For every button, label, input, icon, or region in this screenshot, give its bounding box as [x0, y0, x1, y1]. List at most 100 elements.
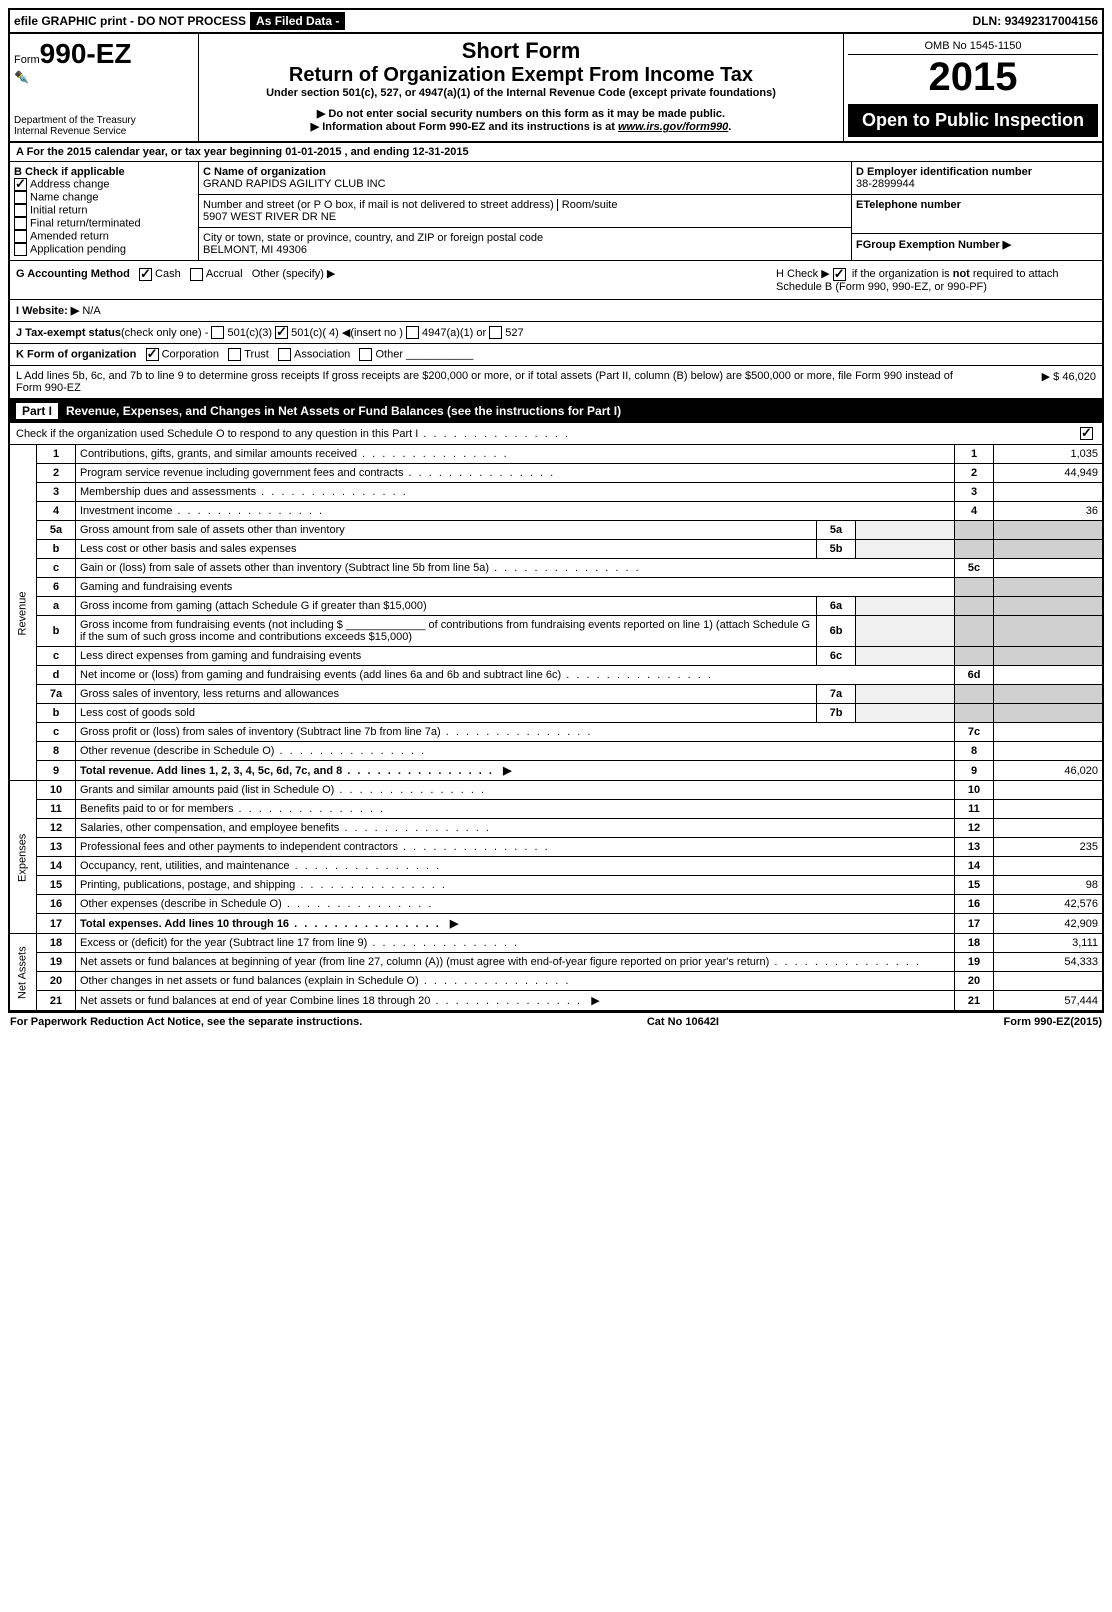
other-checkbox[interactable] — [359, 348, 372, 361]
table-row: bLess cost or other basis and sales expe… — [9, 540, 1103, 559]
line-num: 13 — [37, 838, 76, 857]
line-ref: 14 — [955, 857, 994, 876]
table-row: 14Occupancy, rent, utilities, and mainte… — [9, 857, 1103, 876]
city: BELMONT, MI 49306 — [203, 244, 847, 256]
phone-cell: ETelephone number — [852, 195, 1102, 234]
line-amount — [994, 742, 1104, 761]
checkbox-row: Final return/terminated — [14, 217, 194, 230]
table-row: cLess direct expenses from gaming and fu… — [9, 647, 1103, 666]
efile-text: efile GRAPHIC print - DO NOT PROCESS — [14, 14, 246, 28]
line-amount: 44,949 — [994, 464, 1104, 483]
mid-label: 5a — [817, 521, 856, 540]
mid-amount — [856, 616, 955, 647]
line-num: 4 — [37, 502, 76, 521]
line-desc: Investment income — [76, 502, 955, 521]
mid-label: 6b — [817, 616, 856, 647]
b-checkbox-2[interactable] — [14, 204, 27, 217]
form-label: Form — [14, 54, 40, 66]
line-num: 12 — [37, 819, 76, 838]
corp-checkbox[interactable] — [146, 348, 159, 361]
open-public: Open to Public Inspection — [848, 104, 1098, 137]
line-amount: 54,333 — [994, 953, 1104, 972]
line-ref: 17 — [955, 914, 994, 934]
line-num: b — [37, 616, 76, 647]
line-ref: 13 — [955, 838, 994, 857]
line-num: 21 — [37, 991, 76, 1011]
line-ref: 19 — [955, 953, 994, 972]
website-row: I Website: ▶ N/A — [8, 300, 1104, 322]
line-desc: Contributions, gifts, grants, and simila… — [76, 445, 955, 464]
h-checkbox[interactable] — [833, 268, 846, 281]
line-desc: Grants and similar amounts paid (list in… — [76, 781, 955, 800]
table-row: 16Other expenses (describe in Schedule O… — [9, 895, 1103, 914]
b-checkbox-5[interactable] — [14, 243, 27, 256]
part1-header: Part I Revenue, Expenses, and Changes in… — [8, 399, 1104, 423]
mid-amount — [856, 647, 955, 666]
line-amount — [994, 483, 1104, 502]
line-ref: 7c — [955, 723, 994, 742]
line-amount: 57,444 — [994, 991, 1104, 1011]
mid-amount — [856, 521, 955, 540]
col-d: D Employer identification number 38-2899… — [852, 162, 1102, 260]
cash-checkbox[interactable] — [139, 268, 152, 281]
table-row: 15Printing, publications, postage, and s… — [9, 876, 1103, 895]
header-left: Form990-EZ ✒️ Department of the Treasury… — [10, 34, 199, 141]
accrual-checkbox[interactable] — [190, 268, 203, 281]
line-desc: Gross profit or (loss) from sales of inv… — [76, 723, 955, 742]
line-amount — [994, 723, 1104, 742]
table-row: cGross profit or (loss) from sales of in… — [9, 723, 1103, 742]
table-row: 19Net assets or fund balances at beginni… — [9, 953, 1103, 972]
under-section: Under section 501(c), 527, or 4947(a)(1)… — [203, 87, 839, 99]
checkbox-row: Address change — [14, 178, 194, 191]
table-row: 12Salaries, other compensation, and empl… — [9, 819, 1103, 838]
line-amount: 98 — [994, 876, 1104, 895]
line-amount: 235 — [994, 838, 1104, 857]
mid-amount — [856, 540, 955, 559]
b-checkbox-1[interactable] — [14, 191, 27, 204]
irs-link[interactable]: www.irs.gov/form990 — [618, 121, 728, 133]
row-a: A For the 2015 calendar year, or tax yea… — [8, 143, 1104, 162]
line-ref: 20 — [955, 972, 994, 991]
line-desc: Net assets or fund balances at beginning… — [76, 953, 955, 972]
line-num: 11 — [37, 800, 76, 819]
b-checkbox-3[interactable] — [14, 217, 27, 230]
table-row: Net Assets18Excess or (deficit) for the … — [9, 934, 1103, 953]
mid-label: 7b — [817, 704, 856, 723]
line-desc: Total expenses. Add lines 10 through 16 … — [76, 914, 955, 934]
city-cell: City or town, state or province, country… — [199, 228, 851, 260]
assoc-checkbox[interactable] — [278, 348, 291, 361]
line-ref: 21 — [955, 991, 994, 1011]
line-desc: Net assets or fund balances at end of ye… — [76, 991, 955, 1011]
501c3-checkbox[interactable] — [211, 326, 224, 339]
line-num: d — [37, 666, 76, 685]
line-amount — [994, 781, 1104, 800]
section-label-net: Net Assets — [9, 934, 37, 1011]
line-desc: Gross income from fundraising events (no… — [76, 616, 817, 647]
line-ref: 16 — [955, 895, 994, 914]
line-num: c — [37, 647, 76, 666]
line-desc: Other revenue (describe in Schedule O) — [76, 742, 955, 761]
line-ref: 12 — [955, 819, 994, 838]
footer-left: For Paperwork Reduction Act Notice, see … — [10, 1016, 362, 1028]
section-label-exp: Expenses — [9, 781, 37, 934]
line-desc: Gross sales of inventory, less returns a… — [76, 685, 817, 704]
527-checkbox[interactable] — [489, 326, 502, 339]
line-num: 10 — [37, 781, 76, 800]
4947-checkbox[interactable] — [406, 326, 419, 339]
schedule-o-checkbox[interactable] — [1080, 427, 1093, 440]
table-row: dNet income or (loss) from gaming and fu… — [9, 666, 1103, 685]
line-ref: 15 — [955, 876, 994, 895]
table-row: bLess cost of goods sold7b — [9, 704, 1103, 723]
trust-checkbox[interactable] — [228, 348, 241, 361]
line-desc: Less direct expenses from gaming and fun… — [76, 647, 817, 666]
header-mid: Short Form Return of Organization Exempt… — [199, 34, 844, 141]
501c-checkbox[interactable] — [275, 326, 288, 339]
line-num: 16 — [37, 895, 76, 914]
gh-row: G Accounting Method Cash Accrual Other (… — [8, 261, 1104, 300]
b-checkbox-0[interactable] — [14, 178, 27, 191]
line-desc: Salaries, other compensation, and employ… — [76, 819, 955, 838]
line-desc: Excess or (deficit) for the year (Subtra… — [76, 934, 955, 953]
table-row: aGross income from gaming (attach Schedu… — [9, 597, 1103, 616]
line-desc: Gross income from gaming (attach Schedul… — [76, 597, 817, 616]
b-checkbox-4[interactable] — [14, 230, 27, 243]
